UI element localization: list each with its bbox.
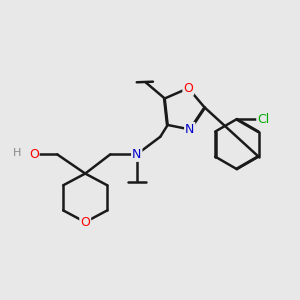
Text: Cl: Cl [257,112,269,126]
Text: N: N [132,148,141,161]
Text: H: H [13,148,22,158]
Text: N: N [185,123,194,136]
Text: O: O [80,216,90,229]
Text: O: O [183,82,193,95]
Text: O: O [29,148,39,161]
